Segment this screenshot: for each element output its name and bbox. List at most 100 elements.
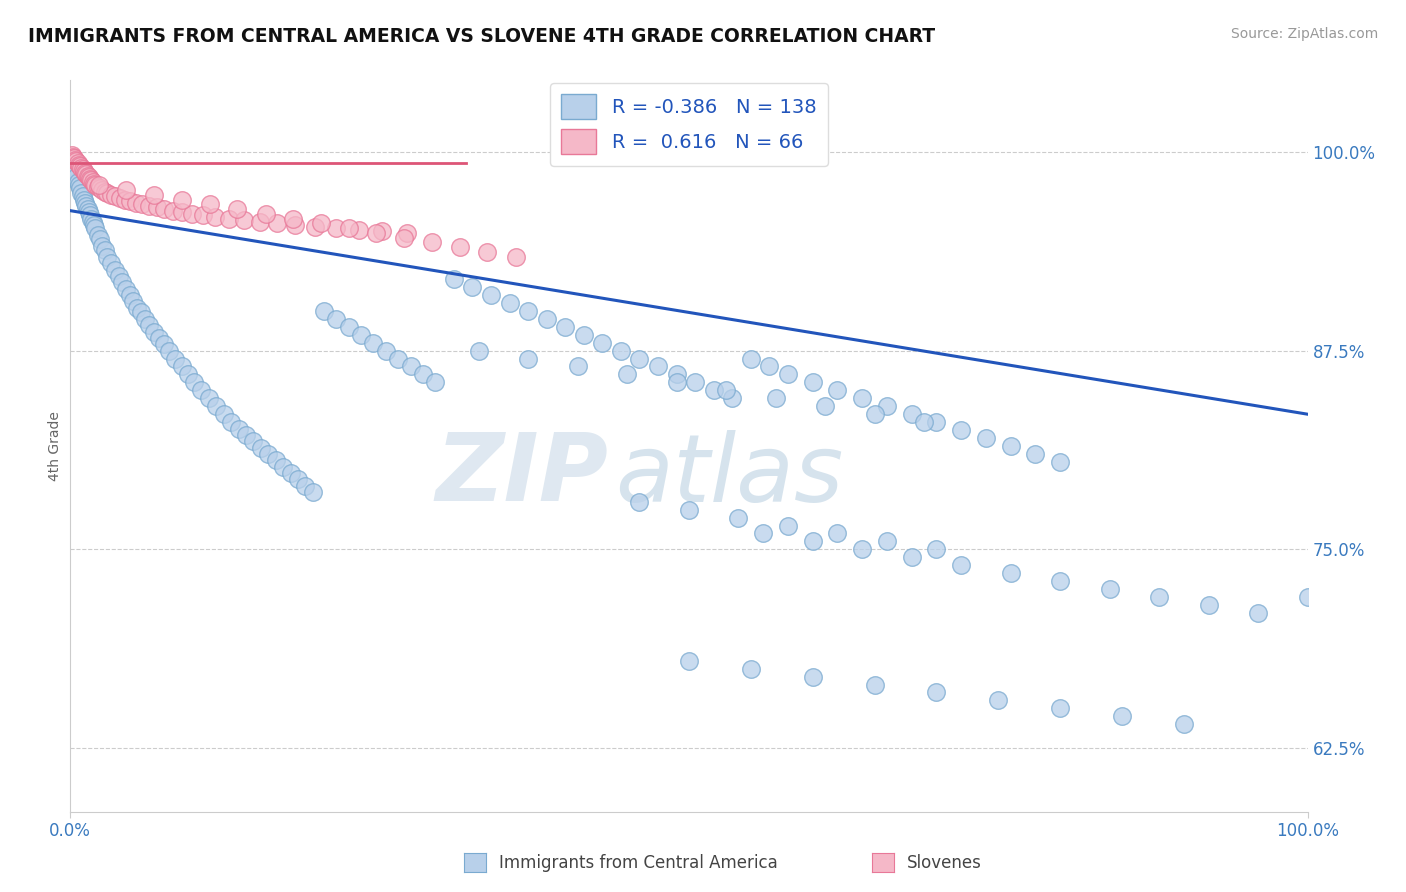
Point [950, 423, 973, 437]
Point [111, 275, 134, 289]
Point [364, 226, 387, 240]
Point [567, 359, 589, 374]
Point [325, 221, 347, 235]
Point [752, 526, 775, 541]
Point [1296, 590, 1319, 604]
Point [86, 179, 108, 194]
Text: atlas: atlas [614, 430, 844, 521]
Point [740, 351, 762, 366]
Point [851, 392, 873, 406]
Point [1111, 709, 1133, 723]
Point [76, 202, 98, 216]
Point [665, 368, 688, 382]
Point [876, 399, 898, 413]
Point [443, 272, 465, 286]
Point [665, 376, 688, 390]
Point [1198, 598, 1220, 612]
Point [114, 193, 136, 207]
Point [100, 187, 122, 202]
Text: ZIP: ZIP [436, 429, 609, 521]
Point [1024, 447, 1046, 461]
Point [80, 173, 103, 187]
Point [1098, 582, 1121, 596]
Point [374, 343, 396, 358]
Point [69, 159, 91, 173]
Point [900, 407, 922, 421]
Point [91, 183, 114, 197]
Point [900, 550, 922, 565]
Point [63, 162, 86, 177]
Point [714, 384, 737, 398]
Point [138, 199, 160, 213]
Point [115, 183, 138, 197]
Point [727, 510, 749, 524]
Point [395, 226, 418, 240]
Point [628, 494, 651, 508]
Point [420, 235, 443, 250]
Point [153, 337, 176, 351]
Point [94, 244, 117, 258]
Point [60, 148, 83, 162]
Point [505, 250, 527, 264]
Point [912, 415, 935, 429]
Point [863, 407, 886, 421]
Point [350, 327, 373, 342]
Point [765, 392, 787, 406]
Point [477, 245, 499, 260]
Point [876, 534, 898, 549]
Point [94, 185, 117, 199]
Point [228, 421, 250, 435]
Point [925, 415, 948, 429]
Point [65, 153, 87, 167]
Point [814, 399, 837, 413]
Point [226, 202, 249, 216]
Point [801, 669, 824, 683]
Point [284, 218, 307, 232]
Point [70, 186, 93, 201]
Point [311, 216, 333, 230]
Point [190, 384, 212, 398]
Point [616, 368, 638, 382]
Point [1049, 701, 1071, 715]
Point [610, 343, 633, 358]
Point [536, 311, 558, 326]
Point [517, 303, 540, 318]
Point [387, 351, 409, 366]
Point [1000, 566, 1022, 581]
Point [198, 197, 221, 211]
Point [219, 415, 242, 429]
Point [108, 191, 131, 205]
Point [84, 221, 107, 235]
Point [758, 359, 780, 374]
Point [79, 209, 101, 223]
Point [100, 256, 122, 270]
Point [65, 170, 87, 185]
Point [67, 178, 90, 193]
Point [69, 181, 91, 195]
Point [165, 351, 187, 366]
Point [62, 150, 84, 164]
Point [801, 534, 824, 549]
Point [325, 311, 347, 326]
Point [591, 335, 613, 350]
Point [337, 319, 360, 334]
Point [191, 209, 214, 223]
Point [572, 327, 595, 342]
Point [678, 654, 700, 668]
Point [363, 335, 385, 350]
Point [232, 213, 254, 227]
Point [60, 151, 83, 165]
Point [75, 195, 97, 210]
Point [65, 154, 87, 169]
Point [82, 175, 104, 189]
Point [827, 526, 849, 541]
Point [170, 359, 193, 374]
Point [264, 453, 287, 467]
Point [461, 280, 484, 294]
Point [479, 288, 502, 302]
Point [304, 219, 326, 234]
Point [776, 368, 799, 382]
Point [1000, 439, 1022, 453]
Point [118, 288, 141, 302]
Point [170, 193, 193, 207]
